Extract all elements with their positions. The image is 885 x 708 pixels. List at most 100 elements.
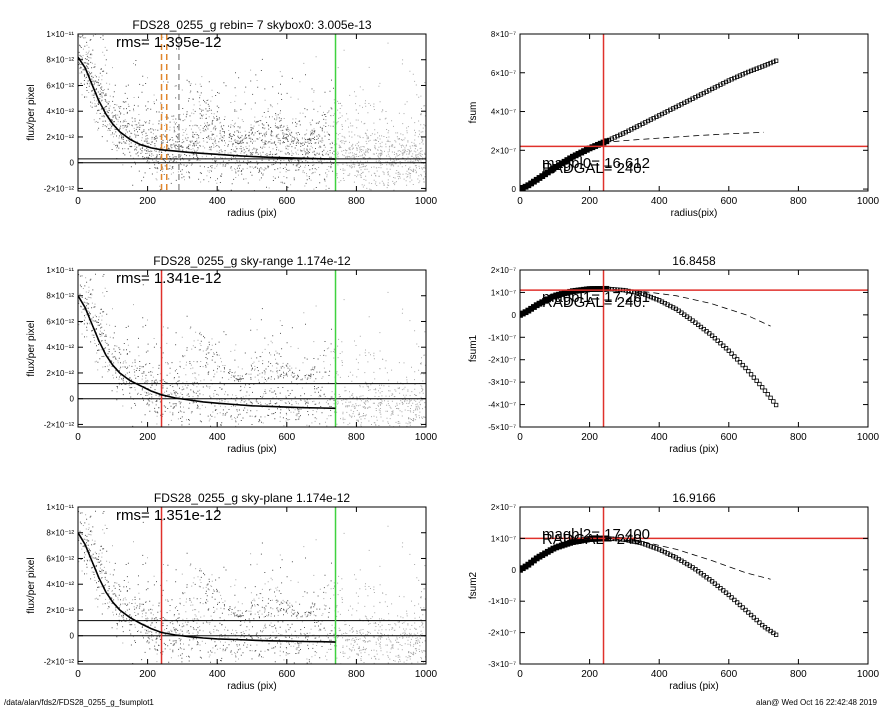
mean-profile-line [78,56,336,160]
y-tick-label: 8×10⁻¹² [46,529,74,538]
plot-area [78,34,426,191]
y-tick-label: 4×10⁻¹² [46,107,74,116]
curve-point [651,295,656,301]
curve-point [732,75,737,81]
y-tick-label: 2×10⁻⁷ [491,266,516,275]
curve-point [743,365,748,371]
curve-point [715,338,720,343]
x-axis-label: radius(pix) [671,208,718,219]
curve-point [754,378,759,383]
curve-point [773,632,779,637]
growth-curve [520,535,779,637]
y-tick-label: 2×10⁻⁷ [491,503,516,512]
growth-curve [520,58,779,191]
x-tick-label: 600 [720,432,737,443]
curve-point [648,294,653,300]
pixel-points-dark [78,273,337,427]
x-tick-label: 800 [790,432,807,443]
curve-point [757,381,762,387]
y-tick-label: 0 [512,566,517,575]
curve-point [740,605,745,610]
x-tick-label: 400 [209,669,226,680]
x-tick-label: 200 [139,196,156,207]
pixel-scatter [78,273,426,427]
y-axis-label: fsum [468,102,479,124]
curve-point [637,290,642,296]
x-tick-label: 1000 [415,669,438,680]
curve-point [723,346,729,351]
y-tick-label: 0 [70,632,75,641]
radgal-label: RADGAL= 240. [542,531,646,548]
x-tick-label: 400 [651,196,668,207]
curve-point [746,69,751,75]
x-tick-label: 0 [517,432,523,443]
curve-point [765,392,770,397]
curve-point [626,288,631,294]
plot-title: 16.8458 [672,254,716,268]
curve-point [771,399,776,404]
curve-point [651,545,656,550]
radgal-label: RADGAL= 240. [542,294,646,311]
x-tick-label: 1000 [415,432,438,443]
x-tick-label: 1000 [415,196,438,207]
curve-point [762,63,768,68]
curve-point [768,395,773,400]
curve-point [746,368,751,374]
x-tick-label: 200 [581,669,598,680]
curve-point [737,602,743,608]
pixel-points-dark [78,510,337,664]
x-tick-label: 200 [139,669,156,680]
x-axis-label: radius (pix) [669,444,718,455]
y-tick-label: -2×10⁻¹² [44,657,75,666]
curve-point [707,331,712,336]
y-tick-label: 6×10⁻¹² [46,317,74,326]
y-axis-label: fsum2 [468,571,479,599]
footer-path: /data/alan/fds2/FDS28_0255_g_fsumplot1 [4,698,154,707]
x-tick-label: 1000 [857,432,880,443]
curve-point [746,610,751,615]
y-tick-label: -2×10⁻¹² [44,184,75,193]
curve-point [698,324,704,330]
x-axis-label: radius (pix) [227,681,276,692]
curve-point [634,539,640,545]
curve-point [732,354,737,359]
magbl-label: magbl2= 17.400 [542,526,650,543]
curve-point [754,617,759,623]
curve-point [721,343,726,348]
y-tick-label: -1×10⁻⁷ [488,597,516,606]
y-tick-label: -2×10⁻⁷ [488,629,516,638]
curve-point [735,357,740,362]
x-axis-label: radius (pix) [669,681,718,692]
curve-point [603,138,610,145]
x-tick-label: 400 [209,432,226,443]
panel-left-2: 0 200 400 600 800 1000-2×10⁻¹²02×10⁻¹²4×10⁻¹²… [26,254,438,455]
plot-area [520,34,868,191]
curve-point [751,375,757,380]
curve-point [615,133,620,139]
plot-area [520,270,868,427]
curve-point [726,348,731,353]
y-tick-label: -1×10⁻⁷ [488,333,516,342]
footer-stamp: alan@ Wed Oct 16 22:42:48 2019 [756,698,877,707]
curve-point [735,74,740,79]
x-axis-label: radius (pix) [227,444,276,455]
curve-point [640,291,645,296]
curve-point [618,132,623,137]
x-tick-label: 0 [75,432,81,443]
x-tick-label: 600 [278,669,295,680]
curve-point [654,297,659,302]
curve-point [737,360,743,365]
plot-area [78,507,426,664]
curve-point [760,622,765,628]
y-tick-label: 2×10⁻¹² [46,606,74,615]
curve-point [701,326,706,332]
curve-point [748,68,754,74]
curve-point [771,59,776,65]
curve-point [723,590,729,595]
curve-point [737,73,743,78]
curve-point [712,336,718,341]
rms-annotation: rms= 1.395e-12 [116,34,221,51]
curve-point [748,612,754,618]
